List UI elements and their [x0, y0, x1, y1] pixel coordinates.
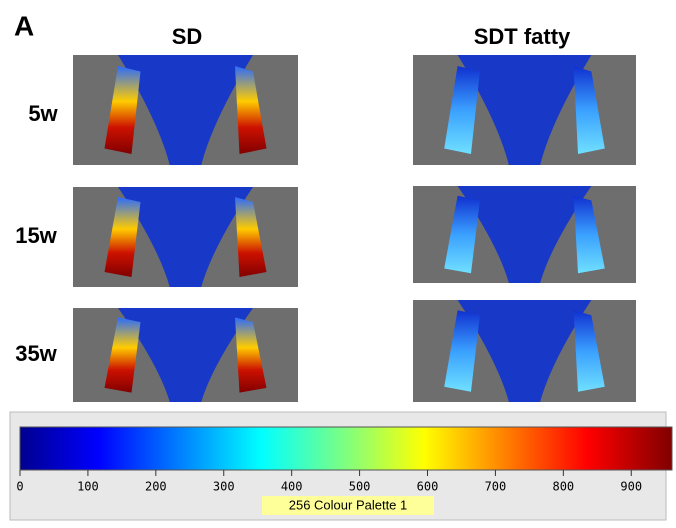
colorbar-tick-label: 500	[349, 480, 371, 494]
leg	[444, 195, 480, 274]
colorbar-ticks: 0 100 200 300 400 500 600 700 800 900	[16, 470, 642, 494]
colorbar-caption: 256 Colour Palette 1	[289, 497, 408, 512]
images	[73, 55, 636, 402]
leg	[235, 66, 267, 154]
colorbar-tick-label: 100	[77, 480, 99, 494]
leg	[573, 66, 605, 154]
colorbar-tick-label: 600	[417, 480, 439, 494]
leg	[235, 197, 267, 277]
colorbar-tick-label: 900	[620, 480, 642, 494]
colorbar-tick-label: 800	[552, 480, 574, 494]
leg	[444, 310, 480, 392]
leg	[573, 195, 605, 274]
column-label: SDT fatty	[474, 24, 571, 49]
row-label: 5w	[28, 101, 58, 126]
row-label: 15w	[15, 223, 57, 248]
caption-bg	[262, 496, 434, 515]
body	[118, 55, 253, 165]
body	[118, 187, 253, 287]
leg	[104, 66, 141, 154]
leg	[444, 66, 480, 154]
colorbar-tick-label: 400	[281, 480, 303, 494]
leg	[104, 197, 141, 277]
body	[457, 186, 592, 283]
leg	[235, 317, 267, 393]
row-label: 35w	[15, 341, 57, 366]
leg	[104, 317, 141, 393]
body	[457, 300, 592, 402]
panel-label: A	[14, 10, 34, 41]
leg	[573, 310, 605, 392]
colorbar-tick-label: 700	[485, 480, 507, 494]
colorbar-tick-label: 300	[213, 480, 235, 494]
body	[118, 308, 253, 402]
column-label: SD	[172, 24, 203, 49]
colorbar-tick-label: 0	[16, 480, 23, 494]
body	[457, 55, 592, 165]
colorbar-tick-label: 200	[145, 480, 167, 494]
colorbar	[19, 426, 673, 471]
